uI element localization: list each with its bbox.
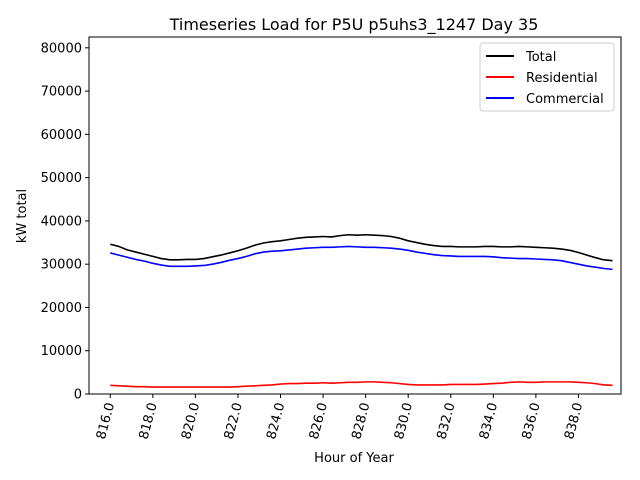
y-axis-label: kW total	[15, 189, 30, 243]
y-tick-label: 70000	[41, 85, 82, 100]
legend-label: Total	[525, 50, 556, 65]
y-tick-label: 30000	[41, 258, 82, 273]
legend-box	[479, 42, 615, 112]
y-tick-label: 10000	[41, 344, 82, 359]
y-tick-label: 60000	[41, 128, 82, 143]
y-tick-label: 20000	[41, 301, 82, 316]
series-line-commercial	[110, 245, 613, 271]
chart-title: Timeseries Load for P5U p5uhs3_1247 Day …	[169, 15, 539, 35]
y-tick-label: 80000	[41, 41, 82, 56]
series-line-total	[110, 233, 613, 262]
axes-frame	[88, 36, 622, 395]
y-tick-label: 0	[74, 388, 82, 403]
legend: Total Residential Commercial	[479, 42, 615, 112]
x-axis-label: Hour of Year	[314, 451, 394, 466]
y-tick-label: 50000	[41, 171, 82, 186]
y-tick-label: 40000	[41, 214, 82, 229]
legend-label: Commercial	[526, 92, 604, 107]
legend-label: Residential	[526, 71, 598, 86]
series-line-residential	[110, 381, 613, 388]
